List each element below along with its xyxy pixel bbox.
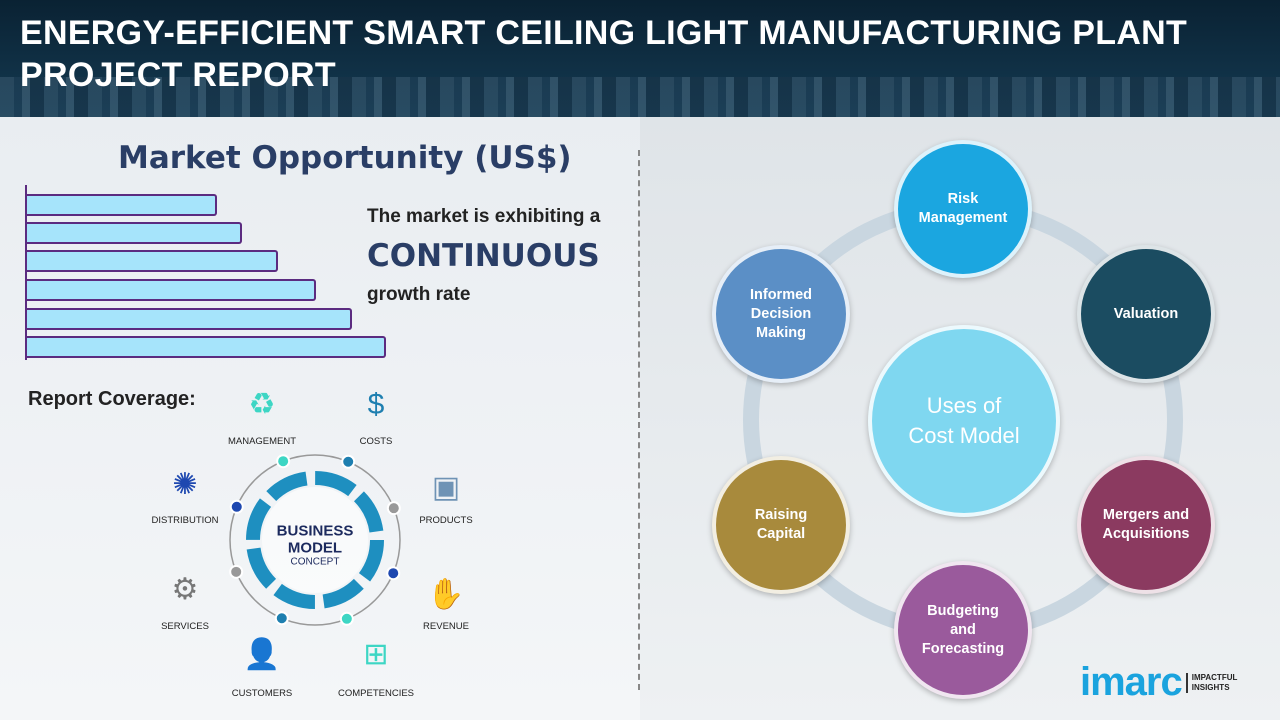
bar-axis bbox=[25, 185, 27, 360]
person-icon: 👤 bbox=[243, 638, 281, 671]
ring-node bbox=[341, 454, 356, 469]
ring-node bbox=[276, 454, 291, 469]
city-skyline bbox=[0, 77, 1280, 117]
bm-line3: CONCEPT bbox=[290, 556, 340, 568]
market-bar bbox=[27, 222, 242, 244]
use-item: Risk Management bbox=[894, 140, 1032, 278]
logo-tagline-1: IMPACTFUL bbox=[1191, 672, 1238, 682]
lightbulb-cycle-icon: ♻ bbox=[248, 388, 276, 421]
use-item: Valuation bbox=[1077, 245, 1215, 383]
market-opportunity-title: Market Opportunity (US$) bbox=[118, 140, 572, 176]
bm-line1: BUSINESS bbox=[276, 522, 354, 540]
market-bar bbox=[27, 308, 352, 330]
left-panel bbox=[0, 117, 640, 720]
market-bar bbox=[27, 279, 316, 301]
growth-text-2: CONTINUOUS bbox=[367, 238, 600, 274]
ring-node bbox=[229, 564, 244, 579]
coverage-item-label: SERVICES bbox=[161, 621, 209, 632]
market-bar bbox=[27, 194, 217, 216]
ring-node bbox=[386, 566, 401, 581]
use-item: Raising Capital bbox=[712, 456, 850, 594]
coverage-item-label: REVENUE bbox=[423, 621, 469, 632]
header-banner: ENERGY-EFFICIENT SMART CEILING LIGHT MAN… bbox=[0, 0, 1280, 117]
coverage-item-label: DISTRIBUTION bbox=[151, 515, 219, 526]
market-bar bbox=[27, 250, 278, 272]
growth-text-3: growth rate bbox=[367, 284, 471, 305]
box-icon: ▣ bbox=[431, 471, 461, 504]
coverage-item-label: COMPETENCIES bbox=[337, 688, 415, 699]
page-title: ENERGY-EFFICIENT SMART CEILING LIGHT MAN… bbox=[20, 14, 1188, 94]
uses-center: Uses of Cost Model bbox=[868, 325, 1060, 517]
ring-node bbox=[386, 501, 401, 516]
use-item: Informed Decision Making bbox=[712, 245, 850, 383]
gears-icon: ⚙ bbox=[171, 573, 199, 606]
logo-tagline-2: INSIGHTS bbox=[1191, 682, 1230, 692]
ring-node bbox=[339, 611, 354, 626]
coverage-item-label: MANAGEMENT bbox=[227, 436, 297, 447]
network-icon: ✺ bbox=[172, 468, 198, 501]
money-bag-icon: $ bbox=[367, 388, 385, 421]
imarc-logo: imarc IMPACTFUL INSIGHTS bbox=[1080, 660, 1237, 705]
divider bbox=[638, 150, 640, 690]
ring-node bbox=[274, 611, 289, 626]
growth-text-1: The market is exhibiting a bbox=[367, 206, 601, 227]
hand-coins-icon: ✋ bbox=[427, 578, 465, 611]
coverage-item-label: COSTS bbox=[359, 436, 393, 447]
bm-line2: MODEL bbox=[287, 539, 343, 557]
ring-node bbox=[229, 499, 244, 514]
logo-brand: imarc bbox=[1080, 660, 1183, 704]
use-item: Budgeting and Forecasting bbox=[894, 561, 1032, 699]
coverage-item-label: PRODUCTS bbox=[419, 515, 473, 526]
use-item: Mergers and Acquisitions bbox=[1077, 456, 1215, 594]
business-model-ring bbox=[229, 454, 401, 626]
market-bar bbox=[27, 336, 386, 358]
business-model-center: BUSINESS MODEL CONCEPT bbox=[277, 523, 354, 568]
coverage-item-label: CUSTOMERS bbox=[231, 688, 293, 699]
report-coverage-title: Report Coverage: bbox=[28, 388, 196, 410]
hierarchy-icon: ⊞ bbox=[363, 638, 389, 671]
